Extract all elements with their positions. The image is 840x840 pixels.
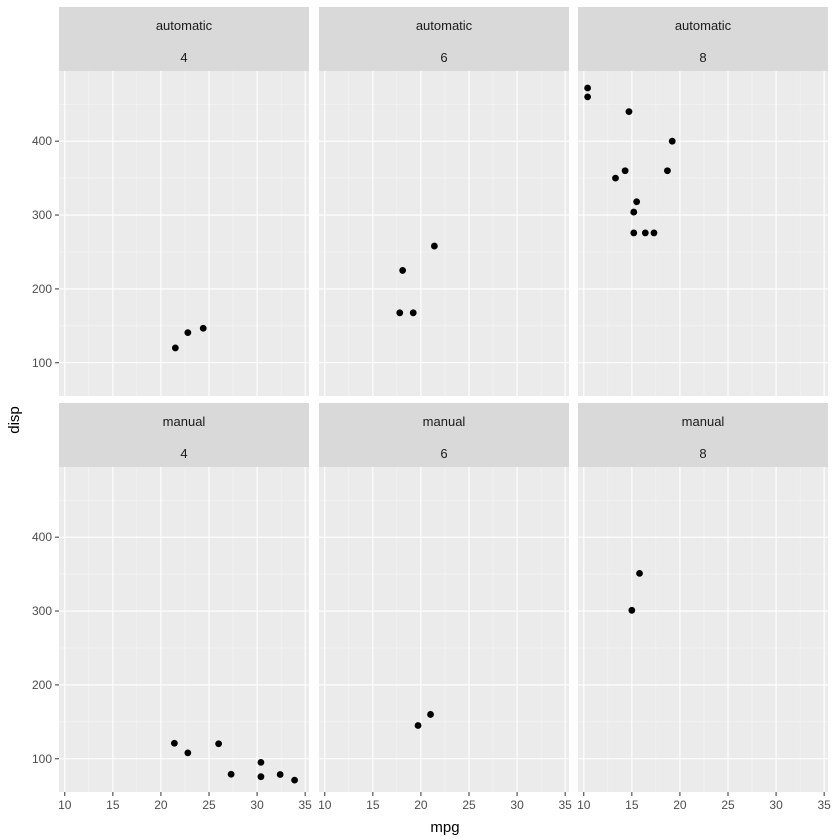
data-point <box>650 229 658 237</box>
y-tick-label: 200 <box>32 678 52 692</box>
data-point <box>409 309 417 317</box>
y-tick-label: 400 <box>32 134 52 148</box>
panel-background <box>59 467 309 792</box>
y-tick-label: 100 <box>32 356 52 370</box>
x-tick-label: 10 <box>318 798 332 812</box>
data-point <box>184 749 192 757</box>
strip-col-label: 8 <box>699 446 706 461</box>
facet-strip <box>59 403 309 467</box>
x-tick-label: 15 <box>625 798 639 812</box>
data-point <box>257 773 265 781</box>
data-point <box>184 329 192 337</box>
x-tick-label: 15 <box>106 798 120 812</box>
strip-col-label: 8 <box>699 50 706 65</box>
x-tick-label: 35 <box>558 798 572 812</box>
data-point <box>199 324 207 332</box>
x-tick-label: 30 <box>250 798 264 812</box>
panel-background <box>578 467 828 792</box>
y-tick-label: 400 <box>32 530 52 544</box>
data-point <box>621 167 629 175</box>
x-tick-label: 10 <box>58 798 72 812</box>
facet-panel: manual 4 100 200 300 400 10 15 20 25 30 35 <box>32 403 312 812</box>
facet-strip <box>59 7 309 71</box>
data-point <box>257 758 265 766</box>
strip-col-label: 4 <box>180 50 187 65</box>
y-axis-title: disp <box>6 406 23 434</box>
facet-panel: automatic 8 <box>578 7 828 396</box>
data-point <box>633 198 641 206</box>
data-point <box>625 108 633 116</box>
y-tick-label: 100 <box>32 752 52 766</box>
facet-panel: automatic 6 <box>319 7 569 396</box>
data-point <box>414 722 422 729</box>
panel-background <box>319 71 569 396</box>
x-tick-label: 20 <box>673 798 687 812</box>
x-tick-label: 20 <box>154 798 168 812</box>
strip-row-label: automatic <box>416 18 473 33</box>
data-point <box>630 229 638 237</box>
panel-background <box>578 71 828 396</box>
data-point <box>427 711 434 718</box>
panel-background <box>59 71 309 396</box>
data-point <box>276 771 284 778</box>
data-point <box>227 770 235 778</box>
x-tick-label: 30 <box>510 798 524 812</box>
facet-panel: automatic 4 100 200 300 400 <box>32 7 309 396</box>
strip-row-label: manual <box>163 414 206 429</box>
data-point <box>641 229 649 237</box>
panels-layer: automatic4100200300400automatic6automati… <box>32 7 831 812</box>
facet-strip <box>578 403 828 467</box>
data-point <box>215 740 223 748</box>
data-point <box>628 606 636 614</box>
x-axis-title: mpg <box>430 819 459 836</box>
data-point <box>584 84 592 92</box>
strip-col-label: 6 <box>440 446 447 461</box>
x-tick-label: 25 <box>462 798 476 812</box>
x-tick-label: 25 <box>721 798 735 812</box>
facet-strip <box>578 7 828 71</box>
facet-panel: manual 6 10 15 20 25 30 35 <box>318 403 572 812</box>
strip-row-label: manual <box>682 414 725 429</box>
facet-panel: manual 8 10 15 20 25 30 35 <box>577 403 831 812</box>
panel-background <box>319 467 569 792</box>
y-tick-label: 300 <box>32 208 52 222</box>
facet-strip <box>319 403 569 467</box>
strip-row-label: automatic <box>675 18 732 33</box>
y-tick-label: 300 <box>32 604 52 618</box>
data-point <box>170 739 178 747</box>
data-point <box>668 137 676 145</box>
data-point <box>636 569 643 577</box>
data-point <box>664 167 671 175</box>
data-point <box>612 174 619 182</box>
x-tick-label: 25 <box>202 798 216 812</box>
x-tick-label: 20 <box>414 798 428 812</box>
data-point <box>396 309 404 317</box>
data-point <box>171 344 179 352</box>
data-point <box>291 776 298 784</box>
strip-col-label: 4 <box>180 446 187 461</box>
strip-col-label: 6 <box>440 50 447 65</box>
data-point <box>399 267 407 274</box>
strip-row-label: automatic <box>156 18 213 33</box>
x-tick-label: 30 <box>769 798 783 812</box>
x-tick-label: 15 <box>366 798 380 812</box>
data-point <box>630 208 638 216</box>
strip-row-label: manual <box>423 414 466 429</box>
y-tick-label: 200 <box>32 282 52 296</box>
data-point <box>430 242 438 250</box>
facet-strip <box>319 7 569 71</box>
x-tick-label: 10 <box>577 798 591 812</box>
x-tick-label: 35 <box>298 798 312 812</box>
data-point <box>584 93 592 101</box>
x-tick-label: 35 <box>817 798 831 812</box>
